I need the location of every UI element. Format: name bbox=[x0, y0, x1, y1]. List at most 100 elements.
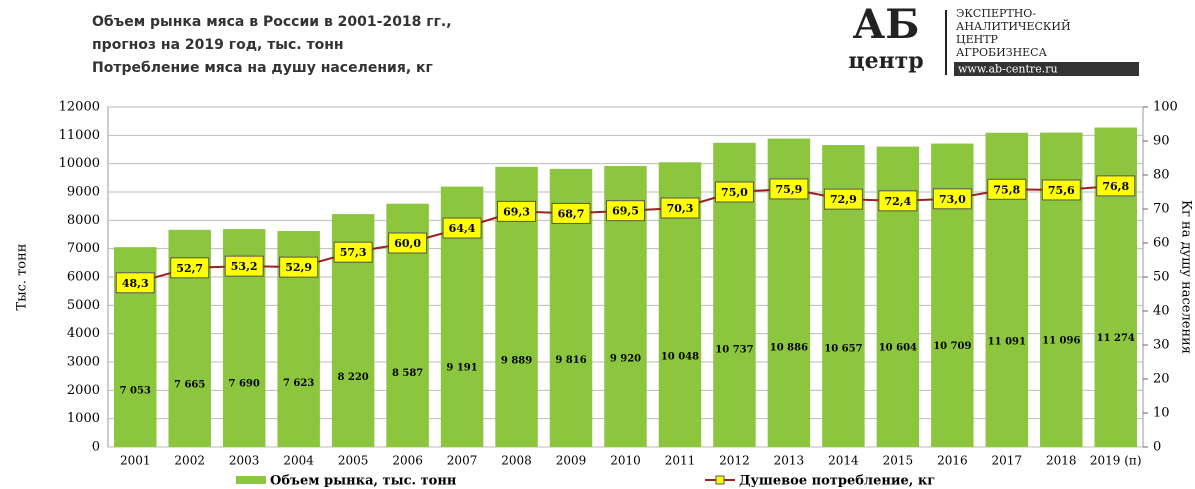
bar-value-label: 10 657 bbox=[824, 343, 862, 354]
line-value-label: 69,3 bbox=[503, 205, 530, 218]
line-label-box bbox=[497, 200, 537, 222]
line-value-label: 52,7 bbox=[176, 262, 203, 275]
chart-title: Объем рынка мяса в России в 2001-2018 гг… bbox=[92, 14, 452, 30]
line-label-box bbox=[1096, 175, 1136, 197]
line-value-label: 72,4 bbox=[884, 195, 911, 208]
line-label-box bbox=[878, 190, 918, 212]
x-tick-label: 2016 bbox=[937, 454, 968, 468]
bar-value-label: 9 191 bbox=[446, 362, 477, 373]
line-value-label: 64,4 bbox=[449, 222, 476, 235]
y-tick-label: 5000 bbox=[67, 298, 100, 313]
x-tick-label: 2019 (п) bbox=[1090, 454, 1142, 468]
y-tick-label: 2000 bbox=[67, 383, 100, 398]
x-tick-label: 2014 bbox=[828, 454, 859, 468]
bar-value-label: 9 889 bbox=[501, 356, 532, 367]
line-label-box bbox=[442, 217, 482, 239]
x-tick-label: 2018 bbox=[1046, 454, 1077, 468]
logo-text: ЭКСПЕРТНО- bbox=[956, 7, 1036, 20]
y2-axis-label: Кг на душу населения bbox=[1179, 200, 1194, 354]
y-tick-label: 7000 bbox=[67, 241, 100, 256]
y2-tick-label: 0 bbox=[1153, 440, 1161, 455]
y2-tick-label: 20 bbox=[1153, 372, 1170, 387]
bar-value-label: 11 096 bbox=[1042, 336, 1080, 347]
x-tick-label: 2002 bbox=[174, 454, 205, 468]
line-value-label: 53,2 bbox=[231, 260, 258, 273]
bar-value-label: 7 053 bbox=[120, 386, 151, 397]
x-tick-label: 2004 bbox=[283, 454, 314, 468]
line-value-label: 75,0 bbox=[721, 186, 748, 199]
logo-text: АНАЛИТИЧЕСКИЙ bbox=[956, 19, 1071, 33]
y2-tick-label: 40 bbox=[1153, 304, 1170, 319]
line-label-box bbox=[987, 178, 1027, 200]
bar-value-label: 7 690 bbox=[229, 378, 260, 389]
line-value-label: 60,0 bbox=[394, 237, 421, 250]
line-label-box bbox=[769, 178, 809, 200]
line-value-label: 57,3 bbox=[340, 246, 367, 259]
logo: АБ центр ЭКСПЕРТНО- АНАЛИТИЧЕСКИЙ ЦЕНТР … bbox=[848, 1, 1139, 76]
line-label-box bbox=[1041, 179, 1081, 201]
legend-label: Душевое потребление, кг bbox=[739, 474, 935, 489]
line-value-label: 48,3 bbox=[122, 277, 149, 290]
bar-value-label: 10 048 bbox=[661, 351, 699, 362]
x-tick-label: 2013 bbox=[774, 454, 805, 468]
x-tick-label: 2012 bbox=[719, 454, 750, 468]
y2-tick-label: 80 bbox=[1153, 168, 1170, 183]
logo-url: www.ab-centre.ru bbox=[958, 63, 1058, 76]
x-tick-label: 2001 bbox=[120, 454, 151, 468]
x-tick-label: 2017 bbox=[992, 454, 1023, 468]
line-label-box bbox=[932, 188, 972, 210]
bar-value-label: 10 886 bbox=[770, 343, 808, 354]
y-tick-label: 3000 bbox=[67, 355, 100, 370]
logo-mark: АБ bbox=[853, 1, 920, 48]
y2-tick-label: 100 bbox=[1153, 100, 1178, 115]
x-tick-label: 2008 bbox=[501, 454, 532, 468]
line-label-box bbox=[714, 181, 754, 203]
bar-value-label: 10 709 bbox=[933, 341, 971, 352]
logo-text: ЦЕНТР bbox=[956, 33, 999, 46]
bar-value-label: 11 091 bbox=[988, 337, 1026, 348]
line-value-label: 69,5 bbox=[612, 205, 639, 218]
y-tick-label: 11000 bbox=[59, 128, 100, 143]
line-value-label: 75,9 bbox=[776, 183, 803, 196]
line-label-box bbox=[388, 232, 428, 254]
x-tick-label: 2015 bbox=[883, 454, 914, 468]
x-tick-label: 2003 bbox=[229, 454, 260, 468]
y2-tick-label: 60 bbox=[1153, 236, 1170, 251]
y2-tick-label: 50 bbox=[1153, 270, 1170, 285]
y2-tick-label: 70 bbox=[1153, 202, 1170, 217]
logo-text: АГРОБИЗНЕСА bbox=[956, 46, 1048, 59]
chart-title: Потребление мяса на душу населения, кг bbox=[92, 60, 433, 76]
line-label-box bbox=[551, 202, 591, 224]
legend-swatch bbox=[715, 475, 725, 485]
line-value-label: 52,9 bbox=[285, 261, 312, 274]
y-axis-label: Тыс. тонн bbox=[15, 244, 30, 311]
line-label-box bbox=[333, 241, 373, 263]
line-value-label: 73,0 bbox=[939, 193, 966, 206]
bar-value-label: 7 665 bbox=[174, 380, 205, 391]
bar-value-label: 10 737 bbox=[715, 345, 753, 356]
bar-value-label: 9 920 bbox=[610, 353, 641, 364]
chart-title: прогноз на 2019 год, тыс. тонн bbox=[92, 37, 344, 53]
line-value-label: 75,8 bbox=[993, 183, 1020, 196]
line-label-box bbox=[170, 257, 210, 279]
x-tick-label: 2011 bbox=[665, 454, 696, 468]
y-tick-label: 0 bbox=[92, 440, 100, 455]
line-value-label: 76,8 bbox=[1102, 180, 1129, 193]
x-tick-label: 2010 bbox=[610, 454, 641, 468]
y-tick-label: 10000 bbox=[59, 156, 100, 171]
line-label-box bbox=[115, 272, 155, 294]
y2-tick-label: 10 bbox=[1153, 406, 1170, 421]
y-tick-label: 9000 bbox=[67, 185, 100, 200]
line-value-label: 70,3 bbox=[667, 202, 694, 215]
y-tick-label: 1000 bbox=[67, 411, 100, 426]
bar-value-label: 8 587 bbox=[392, 368, 423, 379]
bar-value-label: 11 274 bbox=[1097, 333, 1135, 344]
line-value-label: 68,7 bbox=[558, 207, 585, 220]
line-label-box bbox=[279, 256, 319, 278]
line-label-box bbox=[823, 188, 863, 210]
line-value-label: 72,9 bbox=[830, 193, 857, 206]
logo-word: центр bbox=[848, 48, 923, 74]
line-value-label: 75,6 bbox=[1048, 184, 1075, 197]
y-tick-label: 6000 bbox=[67, 270, 100, 285]
